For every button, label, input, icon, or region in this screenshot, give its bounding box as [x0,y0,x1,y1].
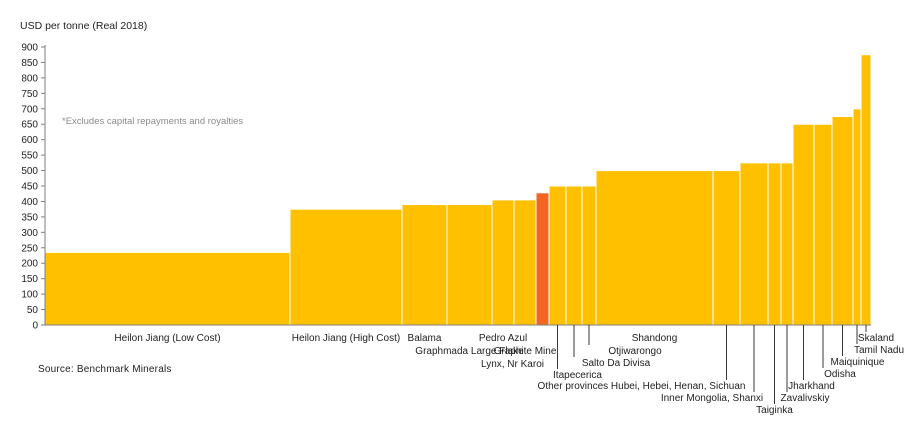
category-label-8: Salto Da Divisa [582,358,651,369]
y-axis-title: USD per tonne (Real 2018) [20,20,148,32]
category-label-12: Inner Mongolia, Shanxi [661,393,763,404]
category-label-6: Lynx, Nr Karoi [481,359,544,370]
y-tick-label: 350 [21,212,38,223]
category-label-17: Maiquinique [831,357,885,368]
y-tick-label: 800 [21,73,38,84]
axis-layer: 0 50 100 150 200 250 300 350 400 450 500 550 600 650 7… [21,43,871,404]
y-tick-label: 550 [21,151,38,162]
bar-4 [491,199,515,326]
bar-14 [780,162,794,326]
bar-19 [860,54,872,326]
category-label-10: Shandong [632,333,678,344]
bar-1 [289,208,403,326]
bar-6 [535,192,550,326]
y-tick-label: 400 [21,197,38,208]
bar-10 [595,170,714,326]
bar-16 [813,123,833,326]
y-tick-label: 700 [21,104,38,115]
y-tick-label: 0 [32,321,38,332]
bars-layer [44,54,872,326]
category-label-14: Zavalivskiy [781,393,830,404]
category-label-3: Graphmada Large Flake [415,346,524,357]
y-tick-label: 900 [21,43,38,54]
bar-3 [446,204,493,326]
y-tick-label: 200 [21,259,38,270]
y-tick-label: 450 [21,182,38,193]
bar-12 [739,162,769,326]
category-label-7: Itapecerica [553,370,602,381]
bar-5 [513,199,537,326]
y-tick-label: 650 [21,120,38,131]
bar-2 [401,204,448,326]
category-label-4: Pedro Azul [479,333,527,344]
category-label-18: Tamil Nadu [854,345,904,356]
bar-9 [581,185,597,326]
source-label: Source: Benchmark Minerals [38,364,172,375]
bar-8 [565,185,583,326]
category-label-2: Balama [408,333,442,344]
category-label-19: Skaland [858,333,894,344]
y-tick-label: 600 [21,135,38,146]
bar-0 [44,251,291,326]
y-tick-label: 150 [21,274,38,285]
bar-18 [852,108,862,326]
category-label-9: Otjiwarongo [608,346,662,357]
y-tick-label: 50 [27,305,39,316]
category-label-13: Taiginka [756,405,793,416]
category-label-0: Heilon Jiang (Low Cost) [114,333,220,344]
y-tick-label: 300 [21,228,38,239]
bar-17 [831,116,854,326]
y-tick-label: 100 [21,290,38,301]
bar-11 [712,170,741,326]
category-label-1: Heilon Jiang (High Cost) [292,333,400,344]
labels-layer: Heilon Jiang (Low Cost) Heilon Jiang (Hig… [114,333,904,416]
bar-7 [548,185,567,326]
y-tick-label: 500 [21,166,38,177]
category-label-5: Graphite Mine [494,346,557,357]
y-tick-label: 250 [21,243,38,254]
category-label-11: Other provinces Hubei, Hebei, Henan, Sic… [538,381,746,392]
category-label-15: Jharkhand [788,381,835,392]
bar-13 [767,162,782,326]
bar-15 [792,123,815,326]
chart-note: *Excludes capital repayments and royalti… [62,116,244,127]
y-tick-label: 750 [21,89,38,100]
y-tick-label: 850 [21,58,38,69]
category-label-16: Odisha [824,369,856,380]
